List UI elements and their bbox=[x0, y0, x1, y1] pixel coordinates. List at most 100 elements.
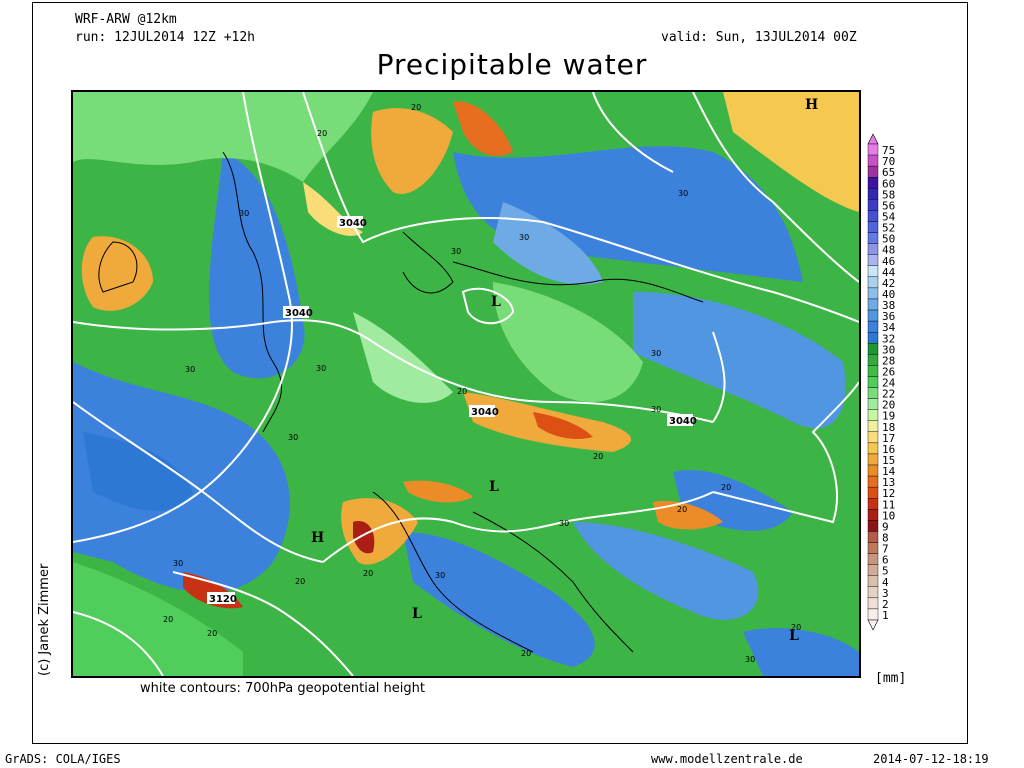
legend-swatch bbox=[867, 409, 879, 421]
isoline-labels: 30 30 30 30 30 30 30 30 30 30 30 30 30 2… bbox=[163, 103, 801, 664]
legend-swatch bbox=[867, 542, 879, 554]
legend-level-label: 44 bbox=[882, 266, 896, 279]
legend-svg: 7570656058565452504846444240383634323028… bbox=[867, 133, 896, 631]
legend-level-label: 12 bbox=[882, 487, 895, 500]
iso-label: 20 bbox=[791, 623, 801, 632]
iso-label: 30 bbox=[519, 233, 529, 242]
legend-swatch bbox=[867, 165, 879, 178]
legend-swatch bbox=[867, 431, 879, 444]
iso-label: 20 bbox=[207, 629, 217, 638]
legend-swatch bbox=[867, 586, 879, 599]
legend-swatch bbox=[867, 464, 879, 477]
iso-label: 30 bbox=[173, 559, 183, 568]
legend-level-label: 60 bbox=[882, 177, 895, 190]
legend-level-label: 36 bbox=[882, 310, 895, 323]
legend-level-label: 20 bbox=[882, 399, 895, 412]
iso-label: 30 bbox=[678, 189, 688, 198]
legend-level-label: 4 bbox=[882, 576, 889, 589]
iso-label: 30 bbox=[316, 364, 326, 373]
iso-label: 30 bbox=[651, 405, 661, 414]
legend-swatch bbox=[867, 287, 879, 300]
legend-swatch bbox=[867, 575, 879, 587]
legend-swatch bbox=[867, 210, 879, 222]
iso-label: 20 bbox=[721, 483, 731, 492]
legend-swatch bbox=[867, 453, 879, 466]
legend-swatch bbox=[867, 486, 879, 499]
legend-swatch bbox=[867, 199, 879, 211]
run-label: run: 12JUL2014 12Z +12h bbox=[75, 30, 256, 45]
legend-swatch bbox=[867, 520, 879, 532]
legend-level-label: 15 bbox=[882, 454, 895, 467]
legend-swatch bbox=[867, 509, 879, 521]
legend-swatch bbox=[867, 553, 879, 565]
iso-label: 30 bbox=[451, 247, 461, 256]
legend-level-label: 56 bbox=[882, 199, 895, 212]
legend-swatch bbox=[867, 398, 879, 410]
legend-level-label: 6 bbox=[882, 554, 889, 567]
legend-swatch bbox=[867, 387, 879, 399]
iso-label: 20 bbox=[363, 569, 373, 578]
legend-swatch bbox=[867, 354, 879, 366]
low-pressure-center: L bbox=[412, 606, 422, 622]
moisture-mid-areas bbox=[73, 92, 643, 676]
iso-label: 20 bbox=[457, 387, 467, 396]
legend-swatch bbox=[867, 597, 879, 610]
legend-level-label: 16 bbox=[882, 443, 895, 456]
legend-level-label: 9 bbox=[882, 520, 889, 533]
iso-label: 20 bbox=[163, 615, 173, 624]
legend-swatch bbox=[867, 320, 879, 333]
legend-level-label: 46 bbox=[882, 255, 895, 268]
legend-level-label: 14 bbox=[882, 465, 896, 478]
legend-swatch bbox=[867, 475, 879, 488]
legend-arrow-bottom bbox=[867, 619, 879, 631]
legend-level-label: 24 bbox=[882, 377, 896, 390]
high-pressure-center: H bbox=[805, 97, 818, 113]
legend-level-label: 10 bbox=[882, 509, 895, 522]
high-pressure-center: H bbox=[311, 530, 324, 546]
iso-label: 20 bbox=[521, 649, 531, 658]
website-link[interactable]: www.modellzentrale.de bbox=[651, 752, 803, 766]
iso-label: 30 bbox=[288, 433, 298, 442]
legend-swatch bbox=[867, 498, 879, 510]
iso-label: 20 bbox=[317, 129, 327, 138]
legend-level-label: 58 bbox=[882, 188, 895, 201]
chart-title: Precipitable water bbox=[376, 48, 648, 81]
legend-level-label: 50 bbox=[882, 233, 895, 246]
contour-label-1: 3040 bbox=[339, 218, 367, 229]
iso-label: 20 bbox=[677, 505, 687, 514]
legend-swatch bbox=[867, 331, 879, 344]
legend-level-label: 75 bbox=[882, 144, 895, 157]
legend-level-label: 38 bbox=[882, 299, 895, 312]
legend-swatch bbox=[867, 376, 879, 388]
legend-level-label: 2 bbox=[882, 598, 889, 611]
legend-swatch bbox=[867, 531, 879, 543]
legend-level-label: 40 bbox=[882, 288, 895, 301]
legend-swatch bbox=[867, 608, 879, 621]
contour-note: white contours: 700hPa geopotential heig… bbox=[140, 681, 425, 696]
legend-level-label: 1 bbox=[882, 609, 889, 622]
legend-level-label: 26 bbox=[882, 365, 895, 378]
iso-label: 30 bbox=[435, 571, 445, 580]
legend-swatch bbox=[867, 232, 879, 244]
iso-label: 20 bbox=[295, 577, 305, 586]
legend-swatch bbox=[867, 309, 879, 322]
legend-swatch bbox=[867, 143, 879, 156]
legend-level-label: 28 bbox=[882, 354, 895, 367]
legend-level-label: 48 bbox=[882, 244, 895, 257]
legend-level-label: 52 bbox=[882, 222, 895, 235]
low-pressure-center: L bbox=[489, 479, 499, 495]
legend-swatch bbox=[867, 254, 879, 266]
legend-swatch bbox=[867, 221, 879, 233]
low-pressure-center: L bbox=[789, 628, 799, 644]
copyright-label: (c) Janek Zimmer bbox=[37, 563, 52, 676]
coastlines bbox=[98, 151, 704, 653]
legend-level-label: 13 bbox=[882, 476, 895, 489]
legend-swatch bbox=[867, 265, 879, 278]
contour-label-2: 3040 bbox=[285, 308, 313, 319]
model-label: WRF-ARW @12km bbox=[75, 12, 177, 27]
legend-level-label: 8 bbox=[882, 532, 889, 545]
legend-arrow-top bbox=[867, 133, 879, 145]
contour-labels: 3040 3040 3040 3040 3120 bbox=[207, 216, 697, 605]
legend-swatch bbox=[867, 188, 879, 200]
iso-label: 30 bbox=[745, 655, 755, 664]
